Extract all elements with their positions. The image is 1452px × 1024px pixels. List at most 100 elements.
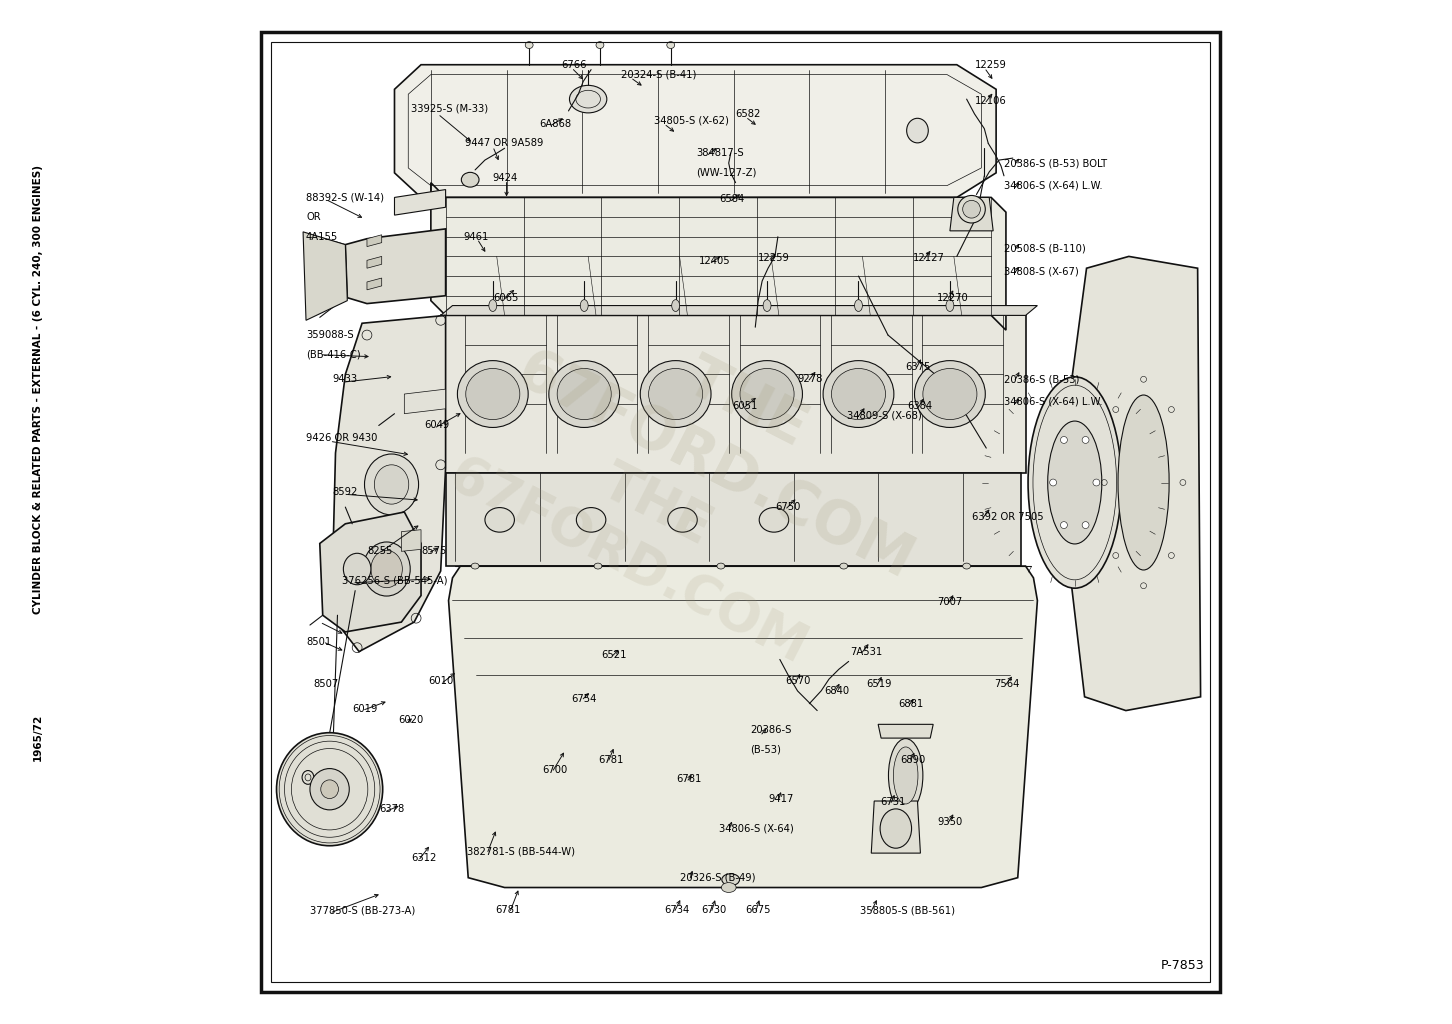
Ellipse shape: [915, 360, 986, 427]
Text: 6881: 6881: [897, 698, 923, 709]
Ellipse shape: [759, 508, 788, 532]
Ellipse shape: [462, 172, 479, 187]
Ellipse shape: [489, 300, 497, 311]
Text: P-7853: P-7853: [1162, 959, 1205, 972]
Polygon shape: [303, 231, 347, 321]
Text: 8501: 8501: [306, 637, 331, 647]
Ellipse shape: [722, 883, 736, 893]
Text: 6584: 6584: [719, 195, 743, 205]
Text: 88392-S (W-14): 88392-S (W-14): [306, 193, 383, 203]
Polygon shape: [950, 198, 993, 230]
Ellipse shape: [594, 563, 603, 569]
Text: 20508-S (B-110): 20508-S (B-110): [1003, 244, 1086, 254]
Text: 6754: 6754: [572, 694, 597, 703]
Ellipse shape: [595, 42, 604, 48]
Text: 9278: 9278: [797, 375, 823, 384]
Polygon shape: [346, 229, 446, 303]
Polygon shape: [1070, 256, 1201, 711]
Text: 7007: 7007: [937, 597, 963, 607]
Text: 20386-S (B-53) BOLT: 20386-S (B-53) BOLT: [1003, 158, 1106, 168]
Ellipse shape: [457, 360, 529, 427]
Ellipse shape: [466, 369, 520, 420]
Text: 34805-S (X-62): 34805-S (X-62): [653, 116, 729, 126]
Ellipse shape: [549, 360, 620, 427]
Text: OR: OR: [306, 212, 321, 222]
Text: 6781: 6781: [598, 755, 623, 765]
Text: 12127: 12127: [912, 253, 944, 263]
Text: 6734: 6734: [664, 905, 690, 915]
Polygon shape: [878, 724, 934, 738]
Text: 8507: 8507: [312, 679, 338, 689]
Polygon shape: [367, 234, 382, 247]
Ellipse shape: [276, 733, 383, 846]
Ellipse shape: [945, 300, 954, 311]
Text: 6582: 6582: [736, 109, 761, 119]
Text: 12405: 12405: [700, 256, 730, 266]
Ellipse shape: [576, 508, 605, 532]
Ellipse shape: [880, 809, 912, 848]
Ellipse shape: [363, 542, 411, 596]
Text: 12270: 12270: [937, 293, 968, 303]
Text: 8592: 8592: [333, 487, 359, 498]
Ellipse shape: [485, 508, 514, 532]
Ellipse shape: [569, 85, 607, 113]
Text: 34806-S (X-64) L.W.: 34806-S (X-64) L.W.: [1003, 180, 1102, 190]
Ellipse shape: [906, 119, 928, 143]
Ellipse shape: [958, 196, 986, 223]
Text: 20324-S (B-41): 20324-S (B-41): [620, 70, 696, 80]
Polygon shape: [367, 256, 382, 268]
Ellipse shape: [649, 369, 703, 420]
Text: 6700: 6700: [542, 765, 568, 774]
Ellipse shape: [832, 369, 886, 420]
Text: 4A155: 4A155: [306, 231, 338, 242]
Polygon shape: [319, 512, 421, 632]
Text: 358805-S (BB-561): 358805-S (BB-561): [861, 905, 955, 915]
Polygon shape: [333, 315, 446, 651]
Ellipse shape: [375, 465, 409, 504]
Text: THE
67FORD.COM: THE 67FORD.COM: [440, 392, 845, 675]
Ellipse shape: [1082, 436, 1089, 443]
Ellipse shape: [666, 42, 675, 48]
Ellipse shape: [581, 300, 588, 311]
Ellipse shape: [1028, 377, 1121, 588]
Polygon shape: [395, 189, 446, 215]
Ellipse shape: [839, 563, 848, 569]
Text: 6312: 6312: [411, 853, 437, 863]
Ellipse shape: [321, 780, 338, 799]
Polygon shape: [871, 801, 921, 853]
Text: 6378: 6378: [379, 804, 404, 814]
Ellipse shape: [470, 563, 479, 569]
Ellipse shape: [963, 201, 980, 218]
Text: 34806-S (X-64): 34806-S (X-64): [719, 823, 794, 834]
Text: 9350: 9350: [937, 817, 963, 826]
Text: 6840: 6840: [825, 686, 849, 696]
Text: 9461: 9461: [463, 231, 489, 242]
Ellipse shape: [889, 738, 923, 812]
Ellipse shape: [1048, 421, 1102, 544]
Text: (B-53): (B-53): [751, 744, 781, 755]
Text: 6010: 6010: [428, 676, 453, 686]
Polygon shape: [441, 315, 1025, 473]
Text: 6519: 6519: [867, 679, 892, 689]
Polygon shape: [441, 305, 1037, 315]
Text: CYLINDER BLOCK & RELATED PARTS - EXTERNAL - (6 CYL. 240, 300 ENGINES): CYLINDER BLOCK & RELATED PARTS - EXTERNA…: [33, 165, 42, 613]
Ellipse shape: [963, 563, 970, 569]
Text: 6051: 6051: [733, 400, 758, 411]
Text: 20386-S: 20386-S: [751, 725, 791, 735]
Text: 33925-S (M-33): 33925-S (M-33): [411, 104, 488, 114]
Ellipse shape: [855, 300, 862, 311]
Text: (WW-127-Z): (WW-127-Z): [697, 168, 756, 178]
Text: 6020: 6020: [398, 716, 424, 725]
Text: 9426 OR 9430: 9426 OR 9430: [306, 433, 378, 443]
Ellipse shape: [1082, 521, 1089, 528]
Text: 6A868: 6A868: [539, 119, 571, 129]
Text: 6384: 6384: [908, 400, 932, 411]
Text: (BB-416-C): (BB-416-C): [306, 350, 360, 359]
Ellipse shape: [741, 369, 794, 420]
Text: 6375: 6375: [906, 361, 931, 372]
Ellipse shape: [1060, 436, 1067, 443]
Text: 8255: 8255: [367, 547, 392, 556]
Text: 6890: 6890: [900, 755, 925, 765]
Ellipse shape: [672, 300, 680, 311]
Ellipse shape: [309, 769, 350, 810]
